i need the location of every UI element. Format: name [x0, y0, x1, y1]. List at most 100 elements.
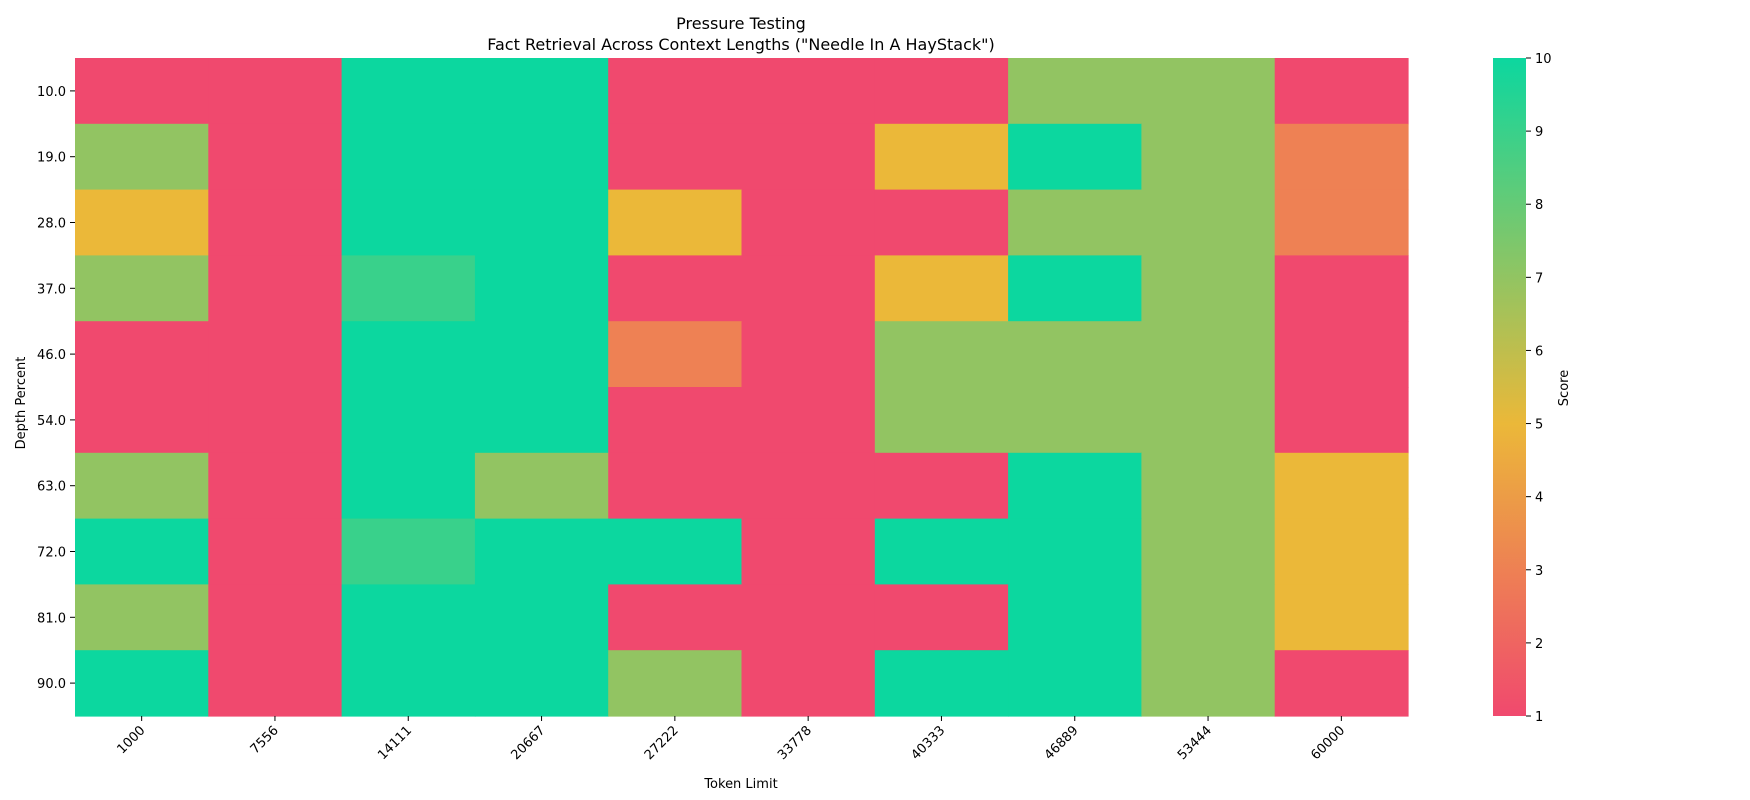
x-tick-label: 20667: [509, 723, 549, 763]
heatmap-cell: [1008, 321, 1142, 388]
heatmap-cell: [1141, 189, 1276, 256]
heatmap-cell: [75, 452, 209, 520]
colorbar-tick-label: 3: [1535, 564, 1543, 579]
heatmap-cell: [75, 321, 209, 388]
heatmap-cell: [741, 387, 876, 454]
heatmap-cell: [1008, 584, 1142, 651]
x-axis-label: Token Limit: [703, 777, 777, 792]
heatmap-cell: [474, 123, 609, 191]
heatmap-cell: [608, 452, 743, 520]
colorbar-tick-label: 4: [1535, 491, 1543, 506]
heatmap-cell: [874, 321, 1009, 388]
heatmap-cell: [208, 123, 343, 191]
heatmap-cell: [341, 518, 476, 585]
colorbar-tick-label: 2: [1535, 637, 1543, 652]
heatmap-cell: [341, 321, 476, 388]
y-tick-label: 10.0: [37, 85, 66, 100]
heatmap-cell: [208, 584, 343, 651]
heatmap-cell: [474, 321, 609, 388]
y-tick-label: 37.0: [37, 282, 66, 297]
heatmap-cell: [874, 58, 1009, 125]
heatmap-cell: [75, 189, 209, 256]
x-tick-label: 1000: [114, 723, 148, 757]
heatmap-cell: [741, 452, 876, 520]
heatmap-cell: [341, 58, 476, 125]
heatmap-cell: [1141, 518, 1276, 585]
heatmap-cell: [1274, 58, 1409, 125]
heatmap-cell: [608, 518, 743, 585]
heatmap-cell: [1274, 255, 1409, 322]
heatmap-cell: [1008, 387, 1142, 454]
heatmap-cell: [474, 58, 609, 125]
colorbar-tick-label: 6: [1535, 344, 1543, 359]
x-axis-ticks: 1000 7556 14111 20667 27222 33778 40333 46889 53…: [114, 716, 1348, 763]
y-tick-label: 28.0: [37, 217, 66, 232]
heatmap-cell: [75, 650, 209, 717]
heatmap-cell: [608, 58, 743, 125]
heatmap-cell: [874, 189, 1009, 256]
heatmap-cell: [1141, 255, 1276, 322]
colorbar-tick-label: 8: [1535, 198, 1543, 213]
heatmap-cell: [741, 518, 876, 585]
heatmap-cell: [1274, 189, 1409, 256]
heatmap-cell: [1008, 650, 1142, 717]
colorbar-tick-label: 7: [1535, 271, 1543, 286]
y-axis-label: Depth Percent: [14, 357, 29, 450]
heatmap-cell: [1141, 58, 1276, 125]
heatmap-cell: [474, 584, 609, 651]
heatmap-cell: [608, 255, 743, 322]
heatmap-cell: [341, 584, 476, 651]
y-tick-label: 63.0: [37, 480, 66, 495]
heatmap-cell: [608, 584, 743, 651]
heatmap-cell: [874, 518, 1009, 585]
heatmap-cell: [75, 518, 209, 585]
colorbar: [1493, 58, 1526, 716]
heatmap-cell: [741, 255, 876, 322]
heatmap-cell: [474, 518, 609, 585]
x-tick-label: 33778: [775, 723, 815, 763]
y-tick-label: 90.0: [37, 677, 66, 692]
y-tick-label: 54.0: [37, 414, 66, 429]
colorbar-tick-label: 10: [1535, 52, 1552, 67]
heatmap-cell: [474, 255, 609, 322]
heatmap-cell: [608, 387, 743, 454]
heatmap-cell: [1141, 650, 1276, 717]
heatmap-cell: [474, 189, 609, 256]
heatmap-cell: [741, 123, 876, 191]
heatmap-cell: [1008, 518, 1142, 585]
y-axis-ticks: 10.0 19.0 28.0 37.0 46.0 54.0 63.0 72.0 81.0 90.0: [37, 85, 75, 692]
colorbar-tick-label: 1: [1535, 710, 1543, 725]
heatmap-cell: [608, 321, 743, 388]
heatmap-cell: [1141, 321, 1276, 388]
heatmap-cell: [741, 58, 876, 125]
heatmap-cell: [1274, 123, 1409, 191]
heatmap-cell: [1008, 123, 1142, 191]
heatmap-cell: [1274, 518, 1409, 585]
heatmap-cell: [1008, 452, 1142, 520]
heatmap-cell: [208, 452, 343, 520]
heatmap-cell: [1274, 387, 1409, 454]
heatmap-cell: [741, 650, 876, 717]
y-tick-label: 72.0: [37, 546, 66, 561]
heatmap-cell: [874, 123, 1009, 191]
colorbar-ticks: 1 2 3 4 5 6 7 8 9 10: [1526, 52, 1552, 725]
colorbar-tick-label: 9: [1535, 125, 1543, 140]
colorbar-label: Score: [1557, 370, 1572, 406]
heatmap-cell: [341, 387, 476, 454]
heatmap-cell: [341, 255, 476, 322]
heatmap-cell: [341, 123, 476, 191]
heatmap-cell: [874, 584, 1009, 651]
heatmap-cell: [874, 387, 1009, 454]
chart-subtitle: Fact Retrieval Across Context Lengths ("…: [487, 35, 994, 54]
heatmap-cell: [874, 650, 1009, 717]
heatmap-cell: [1274, 452, 1409, 520]
heatmap-cell: [75, 387, 209, 454]
heatmap-cell: [874, 452, 1009, 520]
heatmap-cell: [1141, 452, 1276, 520]
heatmap-cell: [1141, 584, 1276, 651]
heatmap-cell: [1008, 58, 1142, 125]
heatmap-cells: [75, 58, 1409, 717]
heatmap-cell: [208, 518, 343, 585]
x-tick-label: 7556: [248, 723, 282, 757]
